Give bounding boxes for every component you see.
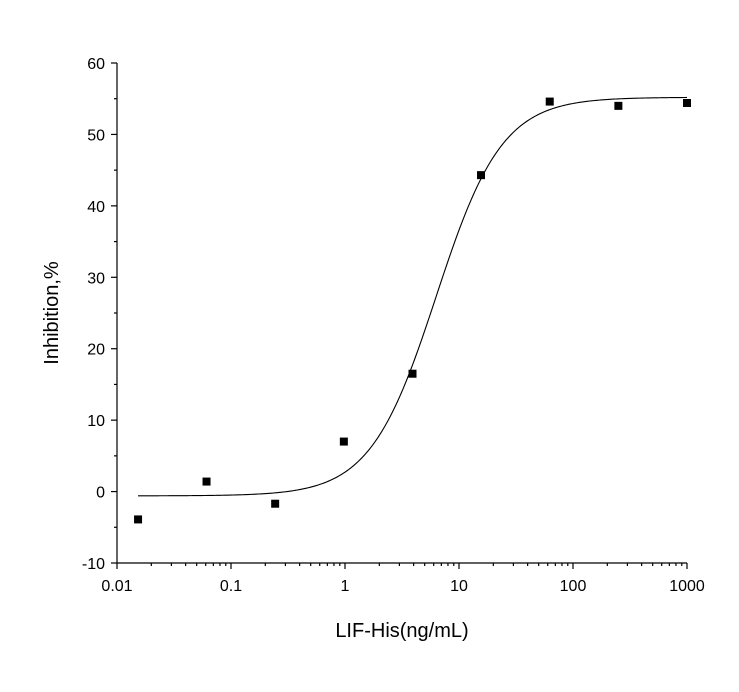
y-tick-label: 50 [87, 127, 105, 144]
y-axis-label: Inhibition,% [41, 261, 63, 365]
data-point [271, 499, 280, 508]
y-tick-label: 30 [87, 270, 105, 287]
y-tick-label: 40 [87, 199, 105, 216]
data-point [614, 101, 623, 110]
x-ticks: 0.01 0.1 1 10 100 1000 [101, 563, 705, 595]
axes [116, 63, 687, 564]
data-point [477, 171, 486, 180]
x-tick-label: 1000 [669, 578, 705, 595]
x-axis-label: LIF-His(ng/mL) [335, 620, 468, 642]
data-point [134, 515, 143, 524]
data-point [339, 437, 348, 446]
fit-curve [138, 96, 688, 497]
y-ticks: -10 0 10 20 30 40 50 60 [82, 56, 117, 573]
data-points [134, 97, 691, 524]
y-tick-label: 20 [87, 342, 105, 359]
data-point [683, 99, 691, 107]
x-tick-label: 0.1 [220, 578, 242, 595]
x-tick-label: 0.01 [101, 578, 132, 595]
y-tick-label: 10 [87, 413, 105, 430]
x-tick-label: 100 [560, 578, 587, 595]
y-tick-label: -10 [82, 556, 105, 573]
x-tick-label: 10 [450, 578, 468, 595]
y-tick-label: 0 [96, 485, 105, 502]
data-point [202, 477, 211, 486]
data-point [408, 369, 417, 378]
y-tick-label: 60 [87, 56, 105, 73]
data-point [545, 97, 554, 106]
x-tick-label: 1 [341, 578, 350, 595]
